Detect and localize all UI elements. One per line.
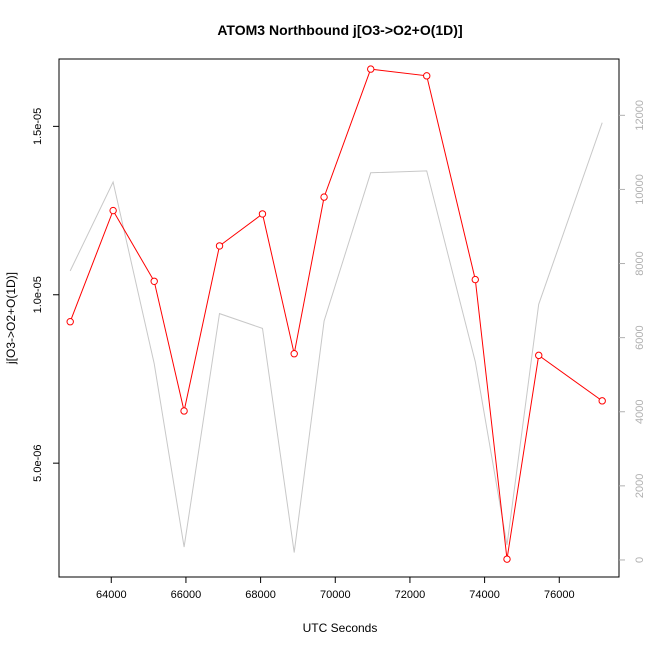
data-point xyxy=(109,206,117,215)
x-tick-label: 70000 xyxy=(320,589,351,601)
x-tick-label: 68000 xyxy=(245,589,276,601)
data-point xyxy=(258,210,267,218)
y2-tick-label: 0 xyxy=(634,557,646,563)
y-tick-label: 1.0e-05 xyxy=(32,276,44,313)
y-tick-label: 5.0e-06 xyxy=(32,445,44,482)
data-point xyxy=(423,72,431,80)
x-axis: 64000 66000 68000 70000 72000 74000 76000 xyxy=(96,577,575,601)
x-tick-label: 66000 xyxy=(171,589,202,601)
y-axis-label: j[O3->O2+O(1D)] xyxy=(4,272,18,365)
data-point xyxy=(150,277,158,285)
x-tick-label: 72000 xyxy=(395,589,426,601)
data-point xyxy=(66,318,74,326)
x-axis-label: UTC Seconds xyxy=(303,621,378,635)
data-point xyxy=(503,555,511,563)
y2-tick-label: 8000 xyxy=(634,251,646,275)
data-point xyxy=(290,350,298,358)
data-point xyxy=(598,397,606,405)
y-tick-label: 1.5e-05 xyxy=(32,108,44,145)
x-tick-label: 76000 xyxy=(544,589,575,601)
y2-tick-label: 2000 xyxy=(634,474,646,498)
y2-axis: 0 2000 4000 6000 8000 10000 12000 xyxy=(619,100,646,563)
data-point xyxy=(180,407,188,415)
chart-title: ATOM3 Northbound j[O3->O2+O(1D)] xyxy=(217,22,462,38)
data-point xyxy=(215,242,224,250)
y2-tick-label: 10000 xyxy=(634,174,646,205)
x-tick-label: 74000 xyxy=(469,589,500,601)
plot-frame xyxy=(58,58,620,578)
data-point xyxy=(367,65,375,73)
data-point xyxy=(320,193,328,201)
data-point xyxy=(471,275,479,284)
y-axis: 5.0e-06 1.0e-05 1.5e-05 xyxy=(32,108,59,482)
series-line xyxy=(69,68,603,560)
data-point xyxy=(535,351,543,360)
x-tick-label: 64000 xyxy=(96,589,127,601)
y2-tick-label: 6000 xyxy=(634,325,646,349)
y2-tick-label: 12000 xyxy=(634,100,646,131)
series-layer xyxy=(66,65,606,563)
series-line xyxy=(69,122,603,553)
y2-tick-label: 4000 xyxy=(634,400,646,424)
